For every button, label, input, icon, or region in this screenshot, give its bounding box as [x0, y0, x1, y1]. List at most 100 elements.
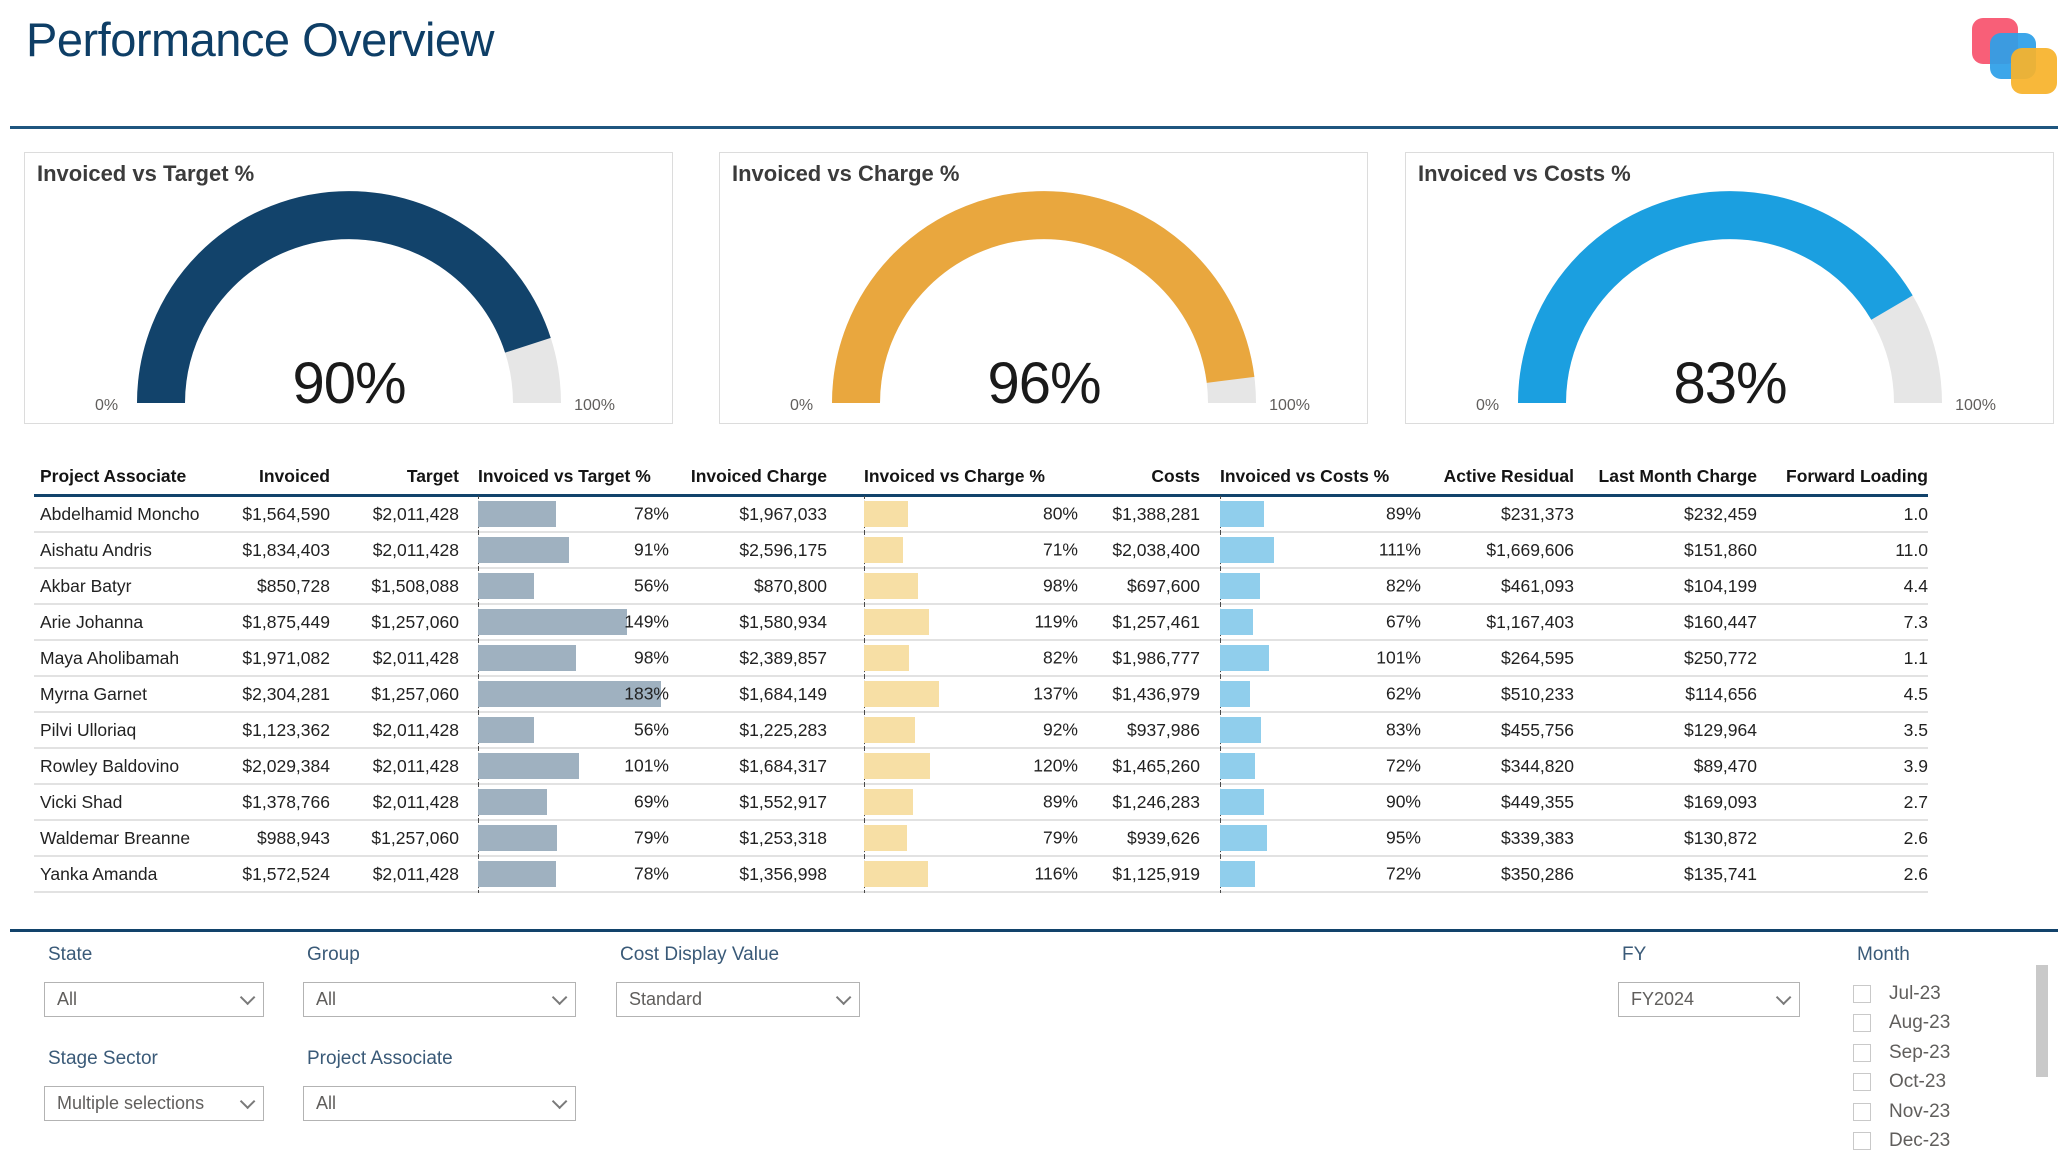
data-bar — [1220, 537, 1275, 563]
col-header-active-residual: Active Residual — [1443, 465, 1574, 486]
cell-costs: $937,986 — [1127, 719, 1200, 740]
cell-target: $2,011,428 — [372, 647, 459, 668]
month-option[interactable]: Nov-23 — [1853, 1097, 1950, 1127]
cell-costs: $1,986,777 — [1112, 647, 1200, 668]
checkbox-icon[interactable] — [1853, 1073, 1871, 1092]
bar-value-label: 101% — [1376, 647, 1421, 668]
gauge-title: Invoiced vs Charge % — [732, 161, 960, 186]
filter-stage-sector: Stage Sector Multiple selections — [44, 1048, 264, 1121]
gauge-card-1: Invoiced vs Charge % 96% 0% 100% — [719, 152, 1368, 424]
table-row[interactable]: Maya Aholibamah $1,971,082 $2,011,428 98% $2… — [34, 640, 1928, 677]
gauge-chart: 83% 0% 100% — [1476, 185, 1996, 419]
table-row[interactable]: Pilvi Ulloriaq $1,123,362 $2,011,428 56% $1,… — [34, 712, 1928, 749]
data-bar — [864, 681, 940, 707]
month-option[interactable]: Oct-23 — [1853, 1068, 1950, 1098]
cell-forward-loading: 2.7 — [1903, 791, 1928, 812]
data-bar-cell: 149% — [459, 604, 683, 641]
table-row[interactable]: Yanka Amanda $1,572,524 $2,011,428 78% $1,35… — [34, 856, 1928, 893]
data-bar — [864, 861, 928, 887]
data-bar-cell: 119% — [827, 604, 1092, 641]
cell-active-residual: $449,355 — [1501, 791, 1574, 812]
filter-cost-display-dropdown[interactable]: Standard — [616, 982, 860, 1017]
cell-project-associate: Aishatu Andris — [40, 539, 152, 560]
bar-value-label: 72% — [1385, 755, 1421, 776]
table-row[interactable]: Aishatu Andris $1,834,403 $2,011,428 91% $2,… — [34, 532, 1928, 569]
cell-last-month-charge: $104,199 — [1684, 575, 1757, 596]
checkbox-icon[interactable] — [1853, 984, 1871, 1003]
filter-stage-sector-dropdown[interactable]: Multiple selections — [44, 1086, 264, 1121]
cell-invoiced: $988,943 — [257, 827, 330, 848]
checkbox-icon[interactable] — [1853, 1014, 1871, 1033]
checkbox-icon[interactable] — [1853, 1132, 1871, 1151]
cell-active-residual: $264,595 — [1501, 647, 1574, 668]
table-row[interactable]: Arie Johanna $1,875,449 $1,257,060 149% $1,5… — [34, 604, 1928, 641]
cell-last-month-charge: $135,741 — [1684, 863, 1757, 884]
data-bar-cell: 98% — [459, 640, 683, 677]
chevron-down-icon — [551, 1093, 568, 1110]
data-bar-cell: 69% — [459, 784, 683, 821]
table-row[interactable]: Myrna Garnet $2,304,281 $1,257,060 183% $1,6… — [34, 676, 1928, 713]
bar-value-label: 56% — [633, 575, 669, 596]
table-row[interactable]: Waldemar Breanne $988,943 $1,257,060 79% $1,… — [34, 820, 1928, 857]
data-bar — [864, 573, 918, 599]
header-divider — [10, 126, 2058, 129]
month-option-label: Nov-23 — [1889, 1100, 1951, 1122]
col-header-costs: Costs — [1151, 465, 1200, 486]
cell-costs: $1,246,283 — [1112, 791, 1200, 812]
app-logo — [1966, 8, 2066, 108]
month-option[interactable]: Jul-23 — [1853, 979, 1950, 1009]
bar-value-label: 137% — [1033, 683, 1078, 704]
data-bar-cell: 89% — [827, 784, 1092, 821]
gauge-arc — [832, 191, 1256, 404]
cell-last-month-charge: $169,093 — [1684, 791, 1757, 812]
data-bar-cell: 78% — [459, 496, 683, 533]
filter-fy-dropdown[interactable]: FY2024 — [1618, 982, 1800, 1017]
month-option-label: Sep-23 — [1889, 1041, 1951, 1063]
month-option[interactable]: Sep-23 — [1853, 1038, 1950, 1068]
cell-costs: $1,388,281 — [1112, 503, 1200, 524]
cell-target: $1,257,060 — [371, 827, 459, 848]
bar-value-label: 78% — [633, 863, 669, 884]
cell-target: $2,011,428 — [372, 539, 459, 560]
cell-project-associate: Akbar Batyr — [40, 575, 132, 596]
table-row[interactable]: Abdelhamid Moncho $1,564,590 $2,011,428 78%… — [34, 496, 1928, 533]
cell-costs: $697,600 — [1127, 575, 1200, 596]
data-bar — [1220, 501, 1264, 527]
data-bar — [864, 501, 908, 527]
performance-table: Project Associate Invoiced Target Invoic… — [34, 458, 1928, 893]
cell-project-associate: Abdelhamid Moncho — [40, 503, 200, 524]
data-bar-cell: 78% — [459, 856, 683, 893]
table-header-row: Project Associate Invoiced Target Invoic… — [34, 458, 1928, 497]
bar-value-label: 80% — [1042, 503, 1078, 524]
table-row[interactable]: Akbar Batyr $850,728 $1,508,088 56% $870,800… — [34, 568, 1928, 605]
filter-state-label: State — [48, 944, 93, 965]
cell-invoiced-charge: $1,684,317 — [739, 755, 827, 776]
month-option[interactable]: Aug-23 — [1853, 1009, 1950, 1039]
checkbox-icon[interactable] — [1853, 1102, 1871, 1121]
data-bar-cell: 101% — [1200, 640, 1435, 677]
filter-group-dropdown[interactable]: All — [303, 982, 576, 1017]
data-bar — [864, 609, 930, 635]
chevron-down-icon — [1775, 989, 1792, 1006]
filter-state-dropdown[interactable]: All — [44, 982, 264, 1017]
filter-project-associate: Project Associate All — [303, 1048, 576, 1121]
cell-costs: $1,465,260 — [1112, 755, 1200, 776]
cell-active-residual: $344,820 — [1501, 755, 1574, 776]
col-header-last-month-charge: Last Month Charge — [1598, 465, 1757, 486]
data-bar-cell: 79% — [459, 820, 683, 857]
filter-state-value: All — [57, 989, 78, 1009]
filter-project-associate-dropdown[interactable]: All — [303, 1086, 576, 1121]
bar-value-label: 149% — [624, 611, 669, 632]
vertical-scrollbar[interactable] — [2036, 965, 2048, 1077]
month-option[interactable]: Dec-23 — [1853, 1127, 1950, 1157]
data-bar — [1220, 573, 1261, 599]
data-bar — [478, 537, 569, 563]
table-row[interactable]: Rowley Baldovino $2,029,384 $2,011,428 101%… — [34, 748, 1928, 785]
cell-forward-loading: 4.5 — [1903, 683, 1928, 704]
checkbox-icon[interactable] — [1853, 1043, 1871, 1062]
month-option-label: Dec-23 — [1889, 1130, 1951, 1152]
gauge-min-label: 0% — [1476, 397, 1500, 414]
table-row[interactable]: Vicki Shad $1,378,766 $2,011,428 69% $1,552,… — [34, 784, 1928, 821]
data-bar-cell: 56% — [459, 568, 683, 605]
bar-value-label: 82% — [1042, 647, 1078, 668]
